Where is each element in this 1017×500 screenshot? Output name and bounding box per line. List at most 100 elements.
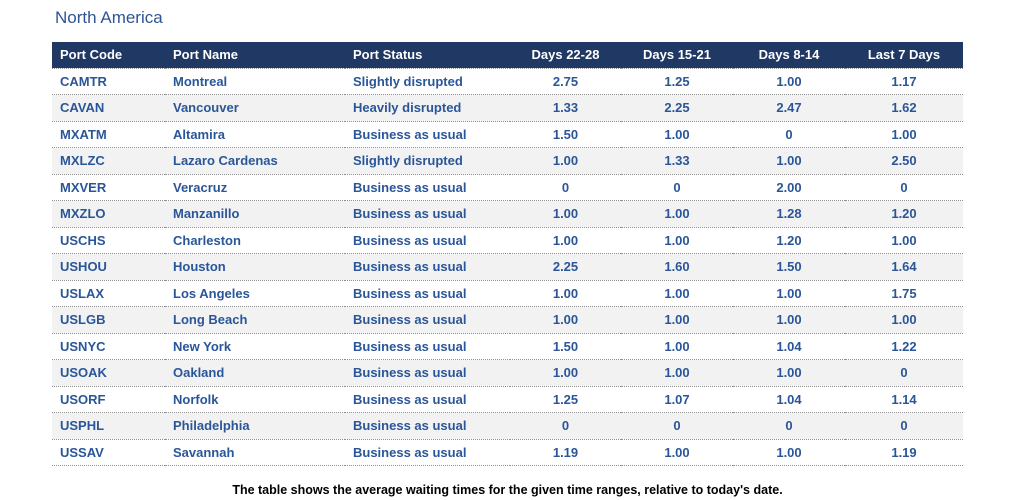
port-name-cell: New York (165, 333, 345, 360)
port-code-cell: MXATM (52, 121, 165, 148)
port-status-cell: Business as usual (345, 359, 510, 387)
last-7-days-cell: 1.17 (845, 68, 963, 95)
days-22-28-cell: 0 (510, 174, 621, 201)
port-waiting-times-table: Port Code Port Name Port Status Days 22-… (52, 42, 963, 466)
days-22-28-cell: 1.00 (510, 227, 621, 254)
port-name-cell: Savannah (165, 439, 345, 466)
days-15-21-cell: 1.60 (621, 253, 733, 281)
port-status-cell: Business as usual (345, 200, 510, 228)
port-name-cell: Charleston (165, 227, 345, 254)
days-22-28-cell: 1.25 (510, 386, 621, 413)
port-status-cell: Business as usual (345, 306, 510, 334)
table-body: CAMTR Montreal Slightly disrupted 2.75 1… (52, 68, 963, 466)
days-8-14-cell: 1.00 (733, 147, 845, 175)
port-status-cell: Heavily disrupted (345, 94, 510, 122)
days-15-21-cell: 1.00 (621, 359, 733, 387)
port-name-cell: Oakland (165, 359, 345, 387)
days-22-28-cell: 1.00 (510, 359, 621, 387)
port-status-cell: Business as usual (345, 280, 510, 307)
port-code-cell: USCHS (52, 227, 165, 254)
port-code-cell: USSAV (52, 439, 165, 466)
days-15-21-cell: 1.25 (621, 68, 733, 95)
port-code-cell: CAMTR (52, 68, 165, 95)
last-7-days-cell: 2.50 (845, 147, 963, 175)
page-title: North America (55, 8, 163, 27)
days-15-21-cell: 0 (621, 412, 733, 440)
days-15-21-cell: 1.00 (621, 121, 733, 148)
last-7-days-cell: 0 (845, 174, 963, 201)
last-7-days-cell: 1.20 (845, 200, 963, 228)
days-8-14-cell: 1.00 (733, 280, 845, 307)
days-15-21-cell: 0 (621, 174, 733, 201)
table-row: MXZLO Manzanillo Business as usual 1.00 … (52, 200, 963, 228)
days-22-28-cell: 2.75 (510, 68, 621, 95)
last-7-days-cell: 1.75 (845, 280, 963, 307)
table-header-row: Port Code Port Name Port Status Days 22-… (52, 42, 963, 69)
days-8-14-cell: 1.00 (733, 306, 845, 334)
last-7-days-cell: 1.22 (845, 333, 963, 360)
days-15-21-cell: 1.00 (621, 306, 733, 334)
days-8-14-cell: 1.00 (733, 68, 845, 95)
days-22-28-cell: 1.50 (510, 121, 621, 148)
port-status-cell: Business as usual (345, 386, 510, 413)
table-row: USORF Norfolk Business as usual 1.25 1.0… (52, 386, 963, 413)
port-status-cell: Business as usual (345, 121, 510, 148)
days-15-21-cell: 1.00 (621, 439, 733, 466)
last-7-days-cell: 1.00 (845, 121, 963, 148)
days-22-28-cell: 1.00 (510, 147, 621, 175)
port-code-cell: USPHL (52, 412, 165, 440)
days-8-14-cell: 2.00 (733, 174, 845, 201)
port-name-cell: Long Beach (165, 306, 345, 334)
days-8-14-cell: 1.20 (733, 227, 845, 254)
table-caption: The table shows the average waiting time… (232, 483, 783, 497)
days-22-28-cell: 1.33 (510, 94, 621, 122)
table-row: USLAX Los Angeles Business as usual 1.00… (52, 280, 963, 307)
column-header-last-7-days: Last 7 Days (845, 42, 963, 69)
days-22-28-cell: 1.00 (510, 280, 621, 307)
column-header-port-code: Port Code (52, 42, 165, 69)
days-15-21-cell: 1.00 (621, 200, 733, 228)
days-22-28-cell: 1.50 (510, 333, 621, 360)
port-name-cell: Lazaro Cardenas (165, 147, 345, 175)
port-status-cell: Business as usual (345, 412, 510, 440)
column-header-port-status: Port Status (345, 42, 510, 69)
table-row: USPHL Philadelphia Business as usual 0 0… (52, 412, 963, 440)
table-row: MXVER Veracruz Business as usual 0 0 2.0… (52, 174, 963, 201)
days-15-21-cell: 1.33 (621, 147, 733, 175)
port-code-cell: MXZLO (52, 200, 165, 228)
days-22-28-cell: 0 (510, 412, 621, 440)
port-status-cell: Business as usual (345, 439, 510, 466)
days-8-14-cell: 1.00 (733, 359, 845, 387)
days-22-28-cell: 1.19 (510, 439, 621, 466)
port-name-cell: Altamira (165, 121, 345, 148)
port-status-cell: Business as usual (345, 174, 510, 201)
port-code-cell: CAVAN (52, 94, 165, 122)
days-8-14-cell: 1.00 (733, 439, 845, 466)
table-row: MXATM Altamira Business as usual 1.50 1.… (52, 121, 963, 148)
table-row: MXLZC Lazaro Cardenas Slightly disrupted… (52, 147, 963, 175)
port-name-cell: Vancouver (165, 94, 345, 122)
port-status-cell: Slightly disrupted (345, 68, 510, 95)
port-code-cell: MXVER (52, 174, 165, 201)
port-code-cell: USNYC (52, 333, 165, 360)
column-header-port-name: Port Name (165, 42, 345, 69)
port-code-cell: USLAX (52, 280, 165, 307)
port-name-cell: Manzanillo (165, 200, 345, 228)
days-15-21-cell: 1.00 (621, 227, 733, 254)
table-row: USOAK Oakland Business as usual 1.00 1.0… (52, 359, 963, 387)
days-8-14-cell: 1.04 (733, 333, 845, 360)
days-8-14-cell: 0 (733, 121, 845, 148)
port-status-cell: Business as usual (345, 333, 510, 360)
port-status-cell: Slightly disrupted (345, 147, 510, 175)
port-code-cell: USOAK (52, 359, 165, 387)
days-8-14-cell: 2.47 (733, 94, 845, 122)
port-code-cell: MXLZC (52, 147, 165, 175)
last-7-days-cell: 1.00 (845, 227, 963, 254)
table-row: USCHS Charleston Business as usual 1.00 … (52, 227, 963, 254)
days-8-14-cell: 1.28 (733, 200, 845, 228)
last-7-days-cell: 1.62 (845, 94, 963, 122)
port-name-cell: Veracruz (165, 174, 345, 201)
port-code-cell: USLGB (52, 306, 165, 334)
table-row: USLGB Long Beach Business as usual 1.00 … (52, 306, 963, 334)
